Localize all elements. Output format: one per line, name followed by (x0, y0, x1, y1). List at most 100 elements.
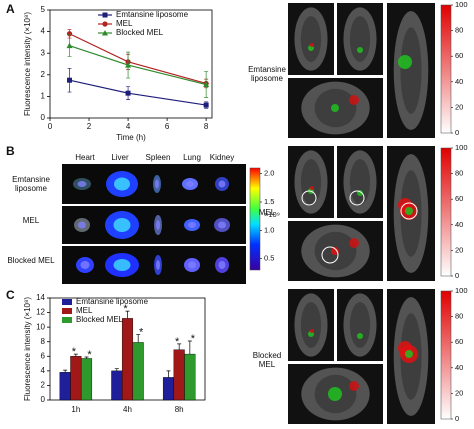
colorbar (440, 4, 452, 134)
ct-body-inner (349, 158, 371, 206)
signal (398, 55, 412, 69)
signal (349, 238, 359, 248)
y-tick-label: 10 (36, 322, 45, 331)
plot-frame (49, 9, 213, 119)
x-tick-label: 8h (175, 405, 184, 414)
y-tick-label: 0 (41, 113, 46, 122)
roi-circle (301, 190, 317, 206)
roi-circle (400, 202, 418, 220)
colorbar-tick-label: 80 (455, 26, 463, 35)
x-tick-label: 1h (71, 405, 80, 414)
y-tick-label: 5 (41, 5, 46, 14)
colorbar-tick-label: 80 (455, 312, 463, 321)
series-line (69, 79, 207, 106)
colorbar-tick-label: 40 (455, 363, 463, 372)
y-tick-label: 2 (41, 70, 46, 79)
group-label: MEL (258, 208, 276, 217)
ct-body-inner (349, 301, 371, 349)
colorbar-tick-label: 1.5 (264, 197, 274, 206)
signal (357, 47, 363, 53)
signal (310, 329, 314, 333)
signal (310, 186, 314, 190)
marker (125, 62, 132, 68)
marker (102, 12, 108, 18)
bar (162, 377, 175, 401)
legend-label: MEL (116, 19, 133, 28)
organ-signal-core (156, 260, 160, 270)
x-tick-label: 2 (87, 122, 92, 131)
bar (80, 358, 93, 401)
y-tick-label: 4 (41, 366, 46, 375)
ct-body-inner (300, 158, 322, 206)
panel-label: B (6, 144, 15, 158)
colorbar-tick-label: 60 (455, 194, 463, 203)
marker (102, 30, 108, 36)
colorbar-tick-label: 100 (455, 143, 468, 152)
significance: * (191, 333, 196, 345)
organ-signal-core (113, 218, 131, 232)
x-axis-label: Time (h) (116, 133, 146, 142)
panel-label: A (6, 2, 15, 16)
x-tick-label: 8 (204, 122, 209, 131)
marker (203, 102, 209, 108)
ct-body-inner (349, 15, 371, 63)
organ-signal-core (78, 221, 86, 229)
colorbar-tick-label: 2.0 (264, 169, 274, 178)
legend-label: Blocked MEL (76, 315, 124, 324)
signal (331, 104, 339, 112)
significance: * (139, 326, 144, 338)
bar (70, 356, 82, 401)
organ-signal-core (113, 259, 131, 271)
y-tick-label: 3 (41, 48, 46, 57)
y-axis-label: Fluorescence intensity (×10⁸) (23, 12, 32, 116)
group-label: Blocked MEL (7, 256, 55, 265)
bar (184, 353, 196, 401)
y-axis-label: Fluorescence intensity (×10⁸) (23, 297, 32, 401)
colorbar-tick-label: 40 (455, 77, 463, 86)
legend-label: Emtansine liposome (76, 297, 149, 306)
organ-signal-core (188, 261, 196, 269)
marker (203, 81, 210, 88)
ct-body-inner (400, 27, 422, 114)
error-bar (114, 368, 119, 371)
group-label: Emtansine liposome (12, 175, 50, 193)
organ-signal-core (218, 261, 226, 269)
x-tick-label: 6 (165, 122, 170, 131)
signal (349, 95, 359, 105)
organ-signal-core (188, 222, 196, 228)
marker (125, 90, 131, 96)
colorbar-tick-label: 80 (455, 169, 463, 178)
colorbar-tick-label: 100 (455, 0, 468, 9)
error-bar (166, 370, 171, 378)
colorbar-tick-label: 60 (455, 337, 463, 346)
error-bar (187, 340, 192, 355)
colorbar-tick-label: 20 (455, 102, 463, 111)
signal (310, 43, 314, 47)
organ-signal-core (155, 179, 159, 189)
signal (349, 381, 359, 391)
organ-label: Kidney (210, 153, 234, 162)
error-bar (177, 343, 182, 350)
legend-label: MEL (76, 306, 93, 315)
colorbar-tick-label: 100 (455, 286, 468, 295)
y-tick-label: 2 (41, 381, 46, 390)
colorbar-tick-label: 20 (455, 245, 463, 254)
ct-body-inner (300, 301, 322, 349)
x-tick-label: 4 (126, 122, 131, 131)
significance: * (87, 349, 92, 361)
error-bar (73, 353, 78, 357)
organ-label: Spleen (146, 153, 171, 162)
y-tick-label: 14 (36, 293, 45, 302)
y-tick-label: 12 (36, 308, 45, 317)
signal (405, 350, 413, 358)
group-label: Emtansine liposome (248, 65, 286, 83)
colorbar (440, 290, 452, 420)
legend-label: Emtansine liposome (116, 10, 189, 19)
error-bar (136, 334, 141, 343)
significance: * (72, 346, 77, 358)
colorbar-tick-label: 40 (455, 220, 463, 229)
colorbar-tick-label: 20 (455, 388, 463, 397)
colorbar-tick-label: 60 (455, 51, 463, 60)
organ-signal-core (156, 220, 160, 230)
